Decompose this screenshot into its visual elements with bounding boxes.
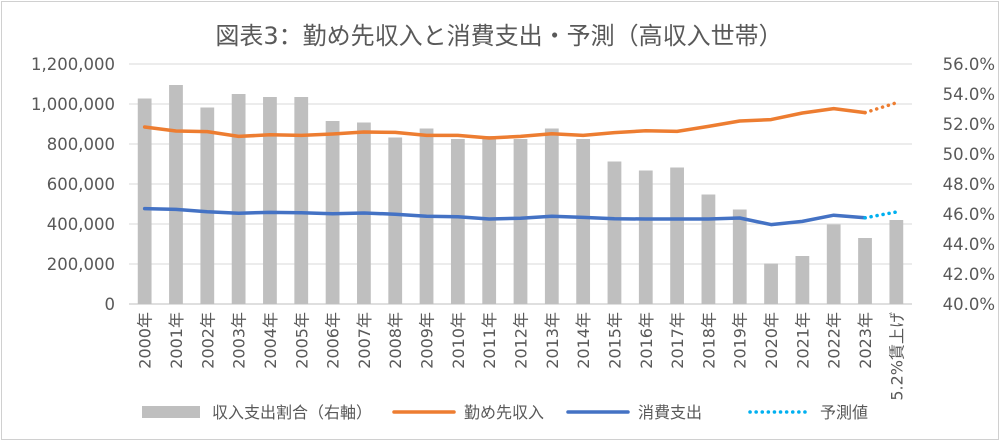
- x-tick-label: 2018年: [699, 312, 718, 369]
- legend-swatch-bar: [142, 406, 200, 418]
- x-tick-label: 2014年: [574, 312, 593, 369]
- y-right-tick-label: 42.0%: [943, 265, 995, 284]
- bar: [450, 139, 465, 304]
- x-tick-label: 2021年: [793, 312, 812, 369]
- y-left-tick-label: 1,000,000: [31, 95, 115, 114]
- x-tick-label: 2012年: [512, 312, 531, 369]
- bar: [701, 194, 716, 304]
- x-tick-label: 2009年: [418, 312, 437, 369]
- y-left-tick-label: 400,000: [47, 215, 115, 234]
- x-tick-label: 2011年: [480, 312, 499, 369]
- bar: [858, 238, 872, 304]
- x-tick-label: 2005年: [292, 312, 311, 369]
- bar: [670, 167, 684, 304]
- bar: [795, 256, 810, 304]
- y-right-tick-label: 40.0%: [943, 295, 995, 314]
- bar: [638, 170, 653, 304]
- bar: [576, 139, 591, 304]
- x-tick-label: 2006年: [324, 312, 343, 369]
- y-right-tick-label: 56.0%: [943, 55, 995, 74]
- x-tick-label: 2016年: [637, 312, 656, 369]
- x-tick-label: 2001年: [167, 312, 186, 369]
- bar: [826, 224, 841, 304]
- x-tick-label: 2008年: [386, 312, 405, 369]
- series-line: [142, 106, 867, 140]
- legend-label: 予測値: [820, 403, 868, 422]
- legend-label: 消費支出: [638, 403, 702, 422]
- bar: [732, 209, 747, 304]
- bar: [263, 97, 277, 304]
- bar: [169, 85, 183, 304]
- x-tick-label: 2015年: [605, 312, 624, 369]
- x-tick-label: 5.2%賃上げ: [887, 312, 906, 401]
- x-tick-label: 2023年: [856, 312, 875, 369]
- series-line: [142, 206, 867, 227]
- bar: [764, 263, 778, 304]
- y-right-tick-label: 46.0%: [943, 205, 995, 224]
- legend-label: 収入支出割合（右軸）: [212, 403, 372, 422]
- x-tick-label: 2003年: [230, 312, 249, 369]
- bar: [200, 107, 215, 304]
- forecast-line: [863, 101, 899, 115]
- bar: [607, 161, 622, 304]
- x-axis: 2000年 2001年 2002年 2003年 2004年 2005年 2006年 2007年…: [136, 312, 907, 401]
- y-right-tick-label: 48.0%: [943, 175, 995, 194]
- x-tick-label: 2020年: [762, 312, 781, 369]
- line-series: [142, 101, 899, 227]
- y-right-tick-label: 52.0%: [943, 115, 995, 134]
- y-left-tick-label: 1,200,000: [31, 55, 115, 74]
- legend-label: 勤め先収入: [464, 403, 544, 422]
- y-right-tick-label: 54.0%: [943, 85, 995, 104]
- bar-series: [137, 85, 904, 304]
- x-tick-label: 2000年: [136, 312, 155, 369]
- x-tick-label: 2007年: [355, 312, 374, 369]
- forecast-line: [863, 210, 899, 220]
- bar: [137, 98, 152, 304]
- chart-title: 図表3：勤め先収入と消費支出・予測（高収入世帯）: [215, 22, 782, 50]
- x-tick-label: 2010年: [449, 312, 468, 369]
- y-axis-right: 40.0% 42.0% 44.0% 46.0% 48.0% 50.0% 52.0% 54.0%…: [943, 55, 995, 314]
- bar: [294, 97, 309, 304]
- x-tick-label: 2017年: [668, 312, 687, 369]
- y-axis-left: 0 200,000 400,000 600,000 800,000 1,000,000 1,…: [31, 55, 115, 314]
- bar: [388, 137, 403, 304]
- bar: [513, 139, 528, 304]
- y-left-tick-label: 0: [105, 295, 116, 314]
- y-right-tick-label: 50.0%: [943, 145, 995, 164]
- y-left-tick-label: 600,000: [47, 175, 115, 194]
- y-right-tick-label: 44.0%: [943, 235, 995, 254]
- y-left-tick-label: 200,000: [47, 255, 115, 274]
- bar: [231, 94, 246, 304]
- x-tick-label: 2002年: [198, 312, 217, 369]
- x-tick-label: 2019年: [731, 312, 750, 369]
- x-tick-label: 2022年: [825, 312, 844, 369]
- bar: [889, 220, 904, 304]
- x-tick-label: 2013年: [543, 312, 562, 369]
- legend: 収入支出割合（右軸） 勤め先収入 消費支出 予測値: [142, 403, 868, 422]
- y-left-tick-label: 800,000: [47, 135, 115, 154]
- x-tick-label: 2004年: [261, 312, 280, 369]
